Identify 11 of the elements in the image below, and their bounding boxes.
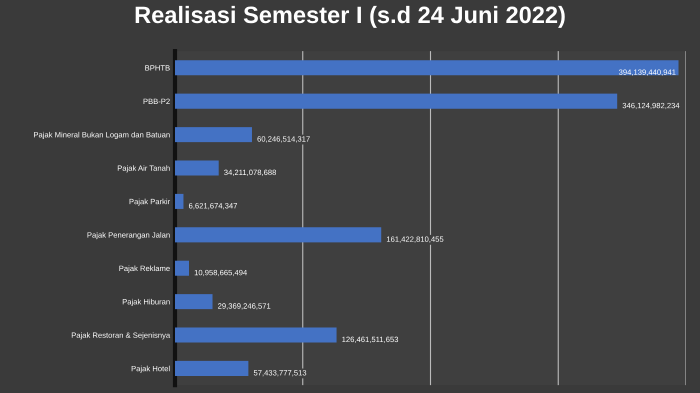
bar [175, 160, 219, 176]
bar [175, 260, 189, 276]
bar [175, 94, 618, 109]
chart-title: Realisasi Semester I (s.d 24 Juni 2022) [136, 6, 565, 28]
bar [175, 360, 248, 376]
bar [175, 60, 679, 76]
bar [175, 194, 184, 209]
bar [175, 227, 382, 242]
bar [175, 294, 213, 310]
bar [175, 127, 252, 142]
bar [175, 328, 337, 343]
